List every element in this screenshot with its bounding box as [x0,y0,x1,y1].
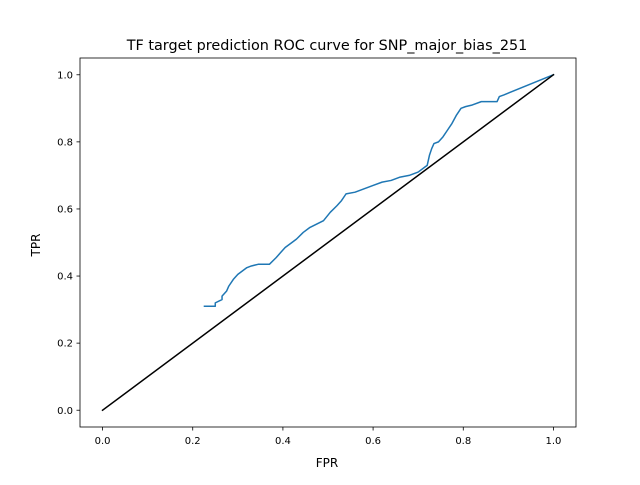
y-axis-label: TPR [29,234,43,258]
x-tick-label: 0.4 [275,436,291,447]
y-tick-label: 0.8 [57,137,73,148]
y-tick-label: 0.0 [57,406,73,417]
plot-area: 0.0 0.2 0.4 0.6 0.8 1.0 0.0 0.2 0.4 0.6 0.8 1.0 [57,57,577,447]
axes-frame [79,57,577,428]
x-tick-label: 0.6 [365,436,381,447]
x-tick-label: 1.0 [546,436,562,447]
x-tick-label: 0.0 [95,436,111,447]
x-tick-label: 0.8 [455,436,471,447]
x-tick-label: 0.2 [185,436,201,447]
y-tick-label: 0.4 [57,272,73,283]
y-tick-label: 0.6 [57,205,73,216]
y-tick-label: 0.2 [57,339,73,350]
diagonal-reference-line [101,73,555,412]
x-axis-label: FPR [316,456,338,470]
chart-title: TF target prediction ROC curve for SNP_m… [126,38,528,54]
roc-curve-line [203,73,555,307]
y-tick-label: 1.0 [57,70,73,81]
